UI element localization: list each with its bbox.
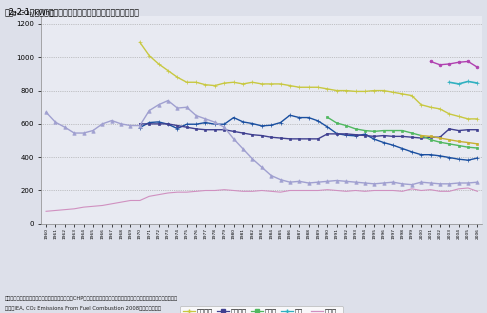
Legend: 世界全体, 日本, アメリカ, フランス, ドイツ, 英国, 中国, インド, カナダ, イタリア: 世界全体, 日本, アメリカ, フランス, ドイツ, 英国, 中国, インド, … [180,306,343,313]
Text: 資料：IEA, CO₂ Emissions From Fuel Combustion 2008より環境省作成: 資料：IEA, CO₂ Emissions From Fuel Combusti… [5,306,161,311]
Text: 図2-2-1　電力供給に係る二酸化炭素排出原単位の国際比較: 図2-2-1 電力供給に係る二酸化炭素排出原単位の国際比較 [5,8,140,17]
Text: （g-CO₂/kWh）: （g-CO₂/kWh） [8,9,55,16]
Text: 注：自家発電を除き、電気事業者分のみを評価。CHPプラント（熱電併給）・熱供給を除いた発電プラント分のみの値。: 注：自家発電を除き、電気事業者分のみを評価。CHPプラント（熱電併給）・熱供給を… [5,296,178,301]
